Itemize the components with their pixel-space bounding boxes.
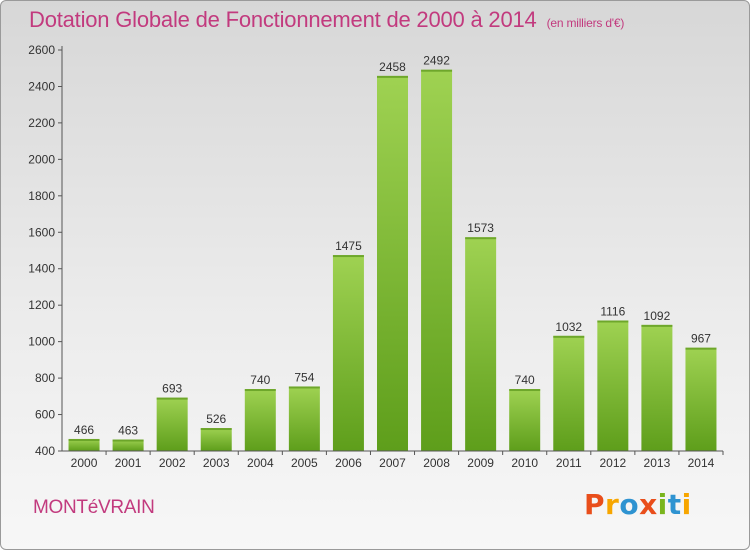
logo-letter: o [619,488,640,521]
data-label-2003: 526 [206,412,226,426]
y-tick-label: 2000 [28,152,55,166]
y-tick-label: 2400 [28,79,55,93]
data-label-2011: 1032 [555,320,582,334]
chart-title: Dotation Globale de Fonctionnement de 20… [29,7,624,33]
bar-2002 [156,397,188,451]
data-label-2000: 466 [74,423,94,437]
axes-group: 400 600 800 1000 1200 1400 1600 1800 2000 2200 240… [28,43,724,470]
x-tick-label: 2005 [291,456,318,470]
data-label-2005: 754 [294,370,314,384]
chart-title-text: Dotation Globale de Fonctionnement de 20… [29,7,537,32]
x-tick-label: 2000 [71,456,98,470]
y-tick-label: 1400 [28,262,55,276]
y-tick-label: 1800 [28,189,55,203]
x-tick-label: 2006 [335,456,362,470]
x-tick-label: 2013 [644,456,671,470]
data-label-2013: 1092 [644,309,671,323]
bar-2014 [685,347,717,451]
logo-letter: P [584,488,606,521]
bar-2011 [553,335,585,451]
logo-letter: i [657,488,668,521]
data-label-2009: 1573 [467,221,494,235]
bar-top-edge [597,320,629,323]
bar-top-edge [244,389,276,392]
bar-top-edge [465,237,497,240]
data-label-2010: 740 [515,373,535,387]
bar-2013 [641,324,673,451]
x-tick-label: 2011 [556,456,582,470]
bar-2000 [68,438,100,451]
bar-top-edge [553,335,585,338]
y-tick-label: 1600 [28,225,55,239]
y-tick-label: 1200 [28,298,55,312]
bars-group: 466 463 693 526 740 754 1475 2458 2492 1573 740 103… [68,54,717,452]
bar-top-edge [332,255,364,258]
x-tick-label: 2009 [467,456,494,470]
y-tick-label: 2600 [28,43,55,57]
x-tick-label: 2002 [159,456,186,470]
data-label-2002: 693 [162,382,182,396]
x-tick-label: 2010 [511,456,538,470]
y-tick-label: 2200 [28,116,55,130]
commune-name: MONTéVRAIN [33,497,155,518]
bar-2010 [509,389,541,451]
bar-top-edge [68,438,100,441]
bar-top-edge [641,324,673,327]
bar-2009 [465,237,497,451]
chart-unit: (en milliers d'€) [546,16,625,30]
bar-top-edge [200,428,232,431]
data-label-2014: 967 [691,332,711,346]
logo-letter: r [605,488,620,521]
x-tick-label: 2007 [379,456,406,470]
logo-letter: i [681,488,692,521]
data-label-2004: 740 [250,373,270,387]
bar-top-edge [685,347,717,350]
x-tick-label: 2003 [203,456,230,470]
proxiti-logo[interactable]: Proxiti [584,488,692,521]
x-tick-label: 2004 [247,456,274,470]
y-tick-label: 1000 [28,335,55,349]
data-label-2012: 1116 [600,304,625,318]
logo-letter: x [639,488,658,521]
bar-2001 [112,439,144,451]
bar-top-edge [377,75,408,78]
data-label-2007: 2458 [379,60,406,74]
bar-2005 [288,386,320,451]
bar-2004 [244,389,276,451]
data-label-2006: 1475 [335,239,362,253]
x-tick-label: 2014 [688,456,715,470]
bar-2003 [200,428,232,451]
y-tick-label: 600 [35,408,55,422]
bar-top-edge [112,439,144,442]
logo-letter: t [667,488,682,521]
y-tick-label: 400 [35,444,55,458]
data-label-2008: 2492 [423,54,450,68]
bar-top-edge [288,386,320,389]
bar-2008 [421,69,453,451]
bar-2007 [377,75,408,452]
bar-top-edge [509,389,541,392]
bar-2012 [597,320,629,451]
x-tick-label: 2012 [599,456,626,470]
y-tick-label: 800 [35,371,55,385]
data-label-2001: 463 [118,424,138,438]
bar-top-edge [421,69,453,72]
x-tick-label: 2008 [423,456,450,470]
x-tick-label: 2001 [115,456,142,470]
bar-2006 [332,255,364,451]
bar-top-edge [156,397,188,400]
